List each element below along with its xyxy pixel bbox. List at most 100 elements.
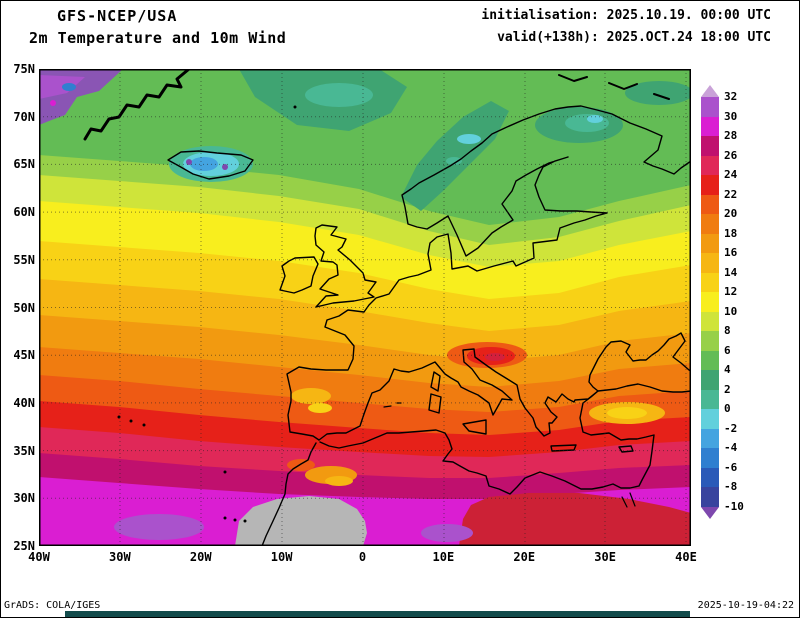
coastline-crete xyxy=(550,444,577,452)
violet-patch xyxy=(114,514,204,540)
coastline-iceland xyxy=(167,150,254,180)
coastline-red-sea xyxy=(621,492,636,508)
coastlines xyxy=(83,67,692,547)
scandes-cold xyxy=(446,157,462,165)
colorbar-tick-label: 18 xyxy=(724,226,738,240)
colorbar-tick-label: -10 xyxy=(724,499,744,513)
lon-tick-label: 10W xyxy=(270,550,293,564)
grads-credit: GrADS: COLA/IGES xyxy=(4,600,101,611)
kola-cold xyxy=(587,115,603,123)
colorbar-cell xyxy=(701,194,719,214)
lon-tick-label: 20E xyxy=(513,550,536,564)
coastline-britain xyxy=(314,224,377,308)
spain-cool-patch xyxy=(308,403,332,413)
gray-offscale-patch xyxy=(235,496,367,546)
coastline-atlantic-europe xyxy=(286,105,692,441)
alps-hot-patch xyxy=(485,353,505,361)
island-specks xyxy=(117,105,297,523)
colorbar-cell xyxy=(701,487,719,507)
spain-cool-patch xyxy=(291,388,331,404)
greenland-cold xyxy=(50,100,56,106)
coastline-mediterranean-north xyxy=(318,348,692,441)
colorbar-cell xyxy=(701,370,719,390)
lat-tick-label: 60N xyxy=(13,205,35,220)
colorbar-arrow-down xyxy=(701,506,719,519)
model-title: GFS-NCEP/USA xyxy=(57,7,178,25)
coastline-greenland xyxy=(83,67,191,141)
lat-tick-label: 65N xyxy=(13,157,35,172)
init-time: initialisation: 2025.10.19. 00:00 UTC xyxy=(481,8,771,23)
lat-tick-label: 40N xyxy=(13,395,35,410)
lon-tick-label: 0 xyxy=(358,550,367,564)
product-title: 2m Temperature and 10m Wind xyxy=(29,29,287,47)
colorbar-tick-label: -6 xyxy=(724,460,738,474)
colorbar-tick-label: 14 xyxy=(724,265,738,279)
lat-tick-label: 45N xyxy=(13,348,35,363)
lon-tick-label: 30E xyxy=(594,550,616,564)
lat-tick-label: 70N xyxy=(13,109,35,124)
scandes-cold xyxy=(401,101,509,211)
coastline-anatolia-africa xyxy=(319,390,655,495)
hot-patch-egypt xyxy=(459,493,691,546)
colorbar-cell xyxy=(701,253,719,273)
colorbar-cell xyxy=(701,311,719,331)
norwegian-sea-cold xyxy=(305,83,373,107)
coastline-ireland xyxy=(279,256,319,294)
coastline-sardinia xyxy=(428,393,442,414)
gridlines xyxy=(39,69,691,546)
atlas-warm-patch xyxy=(325,476,353,486)
colorbar-cell xyxy=(701,350,719,370)
colorbar-tick-label: 16 xyxy=(724,246,738,259)
arctic-cold xyxy=(625,81,693,105)
coastline-morocco-atlantic xyxy=(261,442,317,547)
colorbar-tick-label: 10 xyxy=(724,304,738,318)
colorbar-tick-label: 24 xyxy=(724,168,738,181)
colorbar-tick-label: -8 xyxy=(724,480,738,493)
scandes-cold xyxy=(457,134,481,144)
lon-tick-label: 40E xyxy=(675,550,697,564)
iceland-cold xyxy=(222,164,228,170)
coastline-cyprus xyxy=(618,445,634,453)
colorbar-tick-label: 32 xyxy=(724,90,738,103)
lon-tick-label: 40W xyxy=(28,550,50,564)
colorbar-cell xyxy=(701,331,719,351)
map-image xyxy=(39,67,693,547)
lon-tick-label: 20W xyxy=(189,550,212,564)
colorbar-cell xyxy=(701,292,719,312)
temperature-map-svg xyxy=(39,67,693,547)
colorbar-cell xyxy=(701,272,719,292)
colorbar-tick-label: 22 xyxy=(724,187,738,201)
colorbar-tick-label: 0 xyxy=(724,402,731,415)
colorbar-tick-label: 30 xyxy=(724,109,738,123)
colorbar-cell xyxy=(701,175,719,195)
colorbar-cell xyxy=(701,448,719,468)
colorbar-tick-label: 4 xyxy=(724,363,731,376)
colorbar-cell xyxy=(701,389,719,409)
iceland-cold xyxy=(186,159,192,165)
colorbar-tick-label: 8 xyxy=(724,324,731,337)
colorbar-tick-label: 26 xyxy=(724,148,738,162)
coastline-sicily xyxy=(462,419,487,435)
lon-tick-label: 10E xyxy=(432,550,455,564)
colorbar-cell xyxy=(701,214,719,234)
colorbar-cell xyxy=(701,97,719,117)
greenland-cold xyxy=(62,83,76,91)
lat-tick-label: 75N xyxy=(13,62,35,76)
colorbar-tick-label: -2 xyxy=(724,421,738,435)
lat-tick-label: 30N xyxy=(13,491,35,506)
colorbar-tick-label: 2 xyxy=(724,382,731,396)
colorbar-cell xyxy=(701,409,719,429)
temperature-field xyxy=(39,69,691,546)
colorbar-tick-label: 20 xyxy=(724,207,738,220)
coastline-corsica xyxy=(430,371,441,392)
colorbar-tick-label: 12 xyxy=(724,285,738,298)
colorbar-cell xyxy=(701,116,719,136)
lon-tick-label: 30W xyxy=(109,550,131,564)
valid-time: valid(+138h): 2025.OCT.24 18:00 UTC xyxy=(497,30,771,45)
lat-tick-label: 25N xyxy=(13,539,35,553)
map-border xyxy=(39,69,691,546)
colorbar: 32 30 28 26 24 22 20 18 16 14 12 10 8 6 4 2 0 -2 -4 -6 -8 -10 xyxy=(701,85,765,519)
lat-tick-label: 50N xyxy=(13,300,35,315)
lat-tick-label: 35N xyxy=(13,443,35,458)
